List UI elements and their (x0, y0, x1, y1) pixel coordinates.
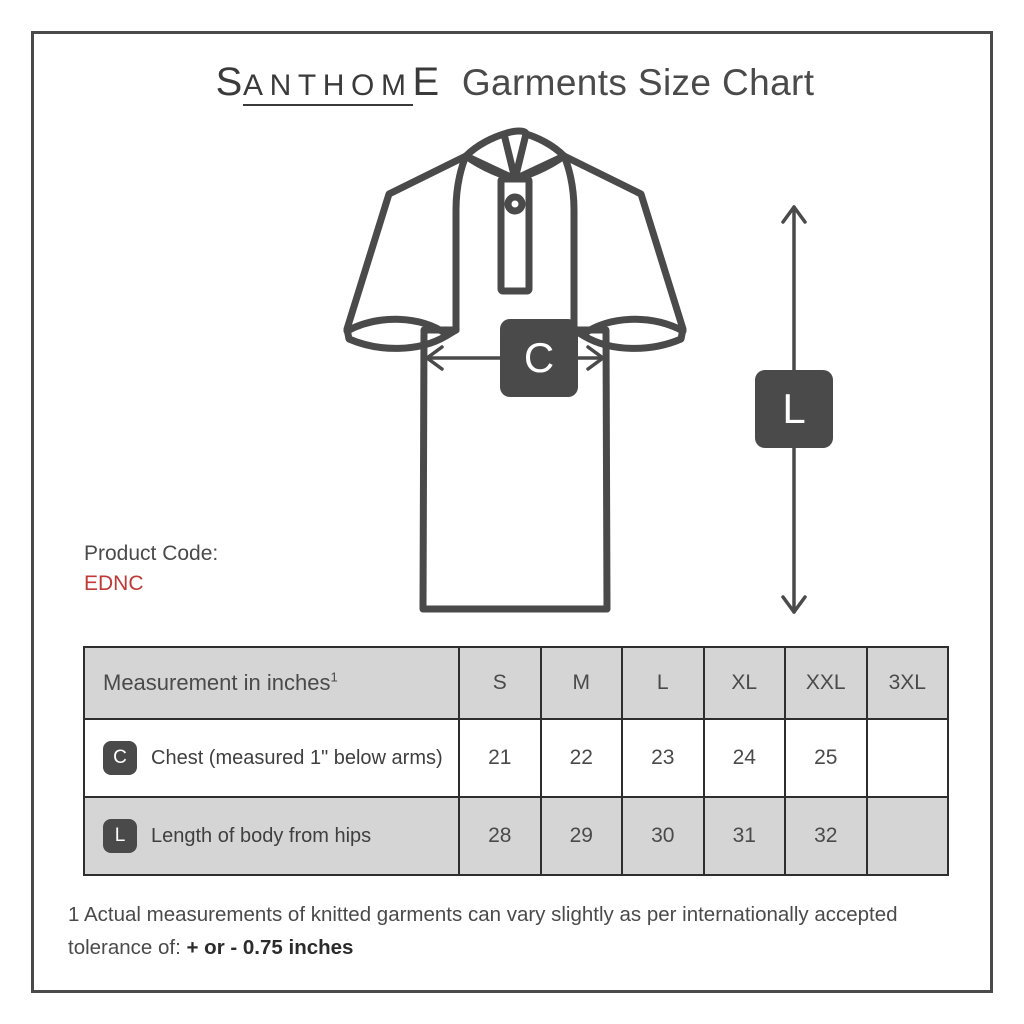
left-sleeve-shape (343, 152, 470, 352)
collar-band (500, 127, 530, 138)
right-cuff (580, 315, 687, 338)
length-value-m: 29 (539, 796, 623, 876)
chest-row-badge: C (103, 741, 137, 775)
length-row-badge: L (103, 819, 137, 853)
length-value-3xl (865, 796, 949, 876)
measurement-header-label: Measurement in inches (103, 670, 331, 696)
santhome-logo: SANTHOME (215, 60, 440, 106)
logo-middle-letters: ANTHOM (242, 69, 413, 106)
size-header-xl: XL (702, 646, 786, 720)
footnote-text: 1 Actual measurements of knitted garment… (68, 903, 898, 959)
length-value-xxl: 32 (784, 796, 868, 876)
right-sleeve-shape (560, 152, 687, 352)
chest-value-xl: 24 (702, 718, 786, 798)
measurement-header-footnote-marker: 1 (330, 669, 338, 685)
right-shoulder (511, 152, 568, 183)
product-code-block: Product Code: EDNC (84, 539, 218, 600)
footnote-tolerance: + or - 0.75 inches (186, 935, 354, 959)
page-header: SANTHOME Garments Size Chart (34, 60, 996, 106)
length-value-xl: 31 (702, 796, 786, 876)
left-body-top (452, 152, 470, 334)
size-table-body: C Chest (measured 1" below arms) 21 22 2… (83, 718, 949, 876)
chest-value-xxl: 25 (784, 718, 868, 798)
length-value-l: 30 (621, 796, 705, 876)
length-row-text: Length of body from hips (151, 824, 372, 847)
left-cuff (343, 315, 450, 338)
chest-row-label-cell: C Chest (measured 1" below arms) (83, 718, 460, 798)
footnote: 1 Actual measurements of knitted garment… (68, 899, 958, 965)
product-code-value: EDNC (84, 572, 144, 596)
chest-badge: C (500, 319, 578, 397)
table-row: L Length of body from hips 28 29 30 31 3… (83, 796, 949, 876)
chest-value-l: 23 (621, 718, 705, 798)
length-badge: L (755, 370, 833, 448)
left-shoulder (462, 152, 519, 183)
size-header-xxl: XXL (784, 646, 868, 720)
chart-frame: SANTHOME Garments Size Chart (31, 31, 993, 993)
chest-row-text: Chest (measured 1" below arms) (151, 746, 443, 769)
collar-right-wing (511, 130, 568, 183)
length-row-label: L Length of body from hips (103, 819, 458, 853)
table-header-row: Measurement in inches1 S M L XL XXL 3XL (83, 646, 949, 720)
size-header-m: M (539, 646, 623, 720)
size-header-3xl: 3XL (865, 646, 949, 720)
logo-tail-letter: E (412, 60, 440, 104)
chest-value-3xl (865, 718, 949, 798)
logo-lead-letter: S (215, 60, 243, 104)
product-code-label: Product Code: (84, 542, 219, 565)
length-value-s: 28 (458, 796, 542, 876)
measurement-header-text: Measurement in inches1 (103, 670, 338, 695)
size-table: Measurement in inches1 S M L XL XXL 3XL … (83, 646, 949, 876)
length-row-label-cell: L Length of body from hips (83, 796, 460, 876)
size-header-s: S (458, 646, 542, 720)
size-header-l: L (621, 646, 705, 720)
table-row: C Chest (measured 1" below arms) 21 22 2… (83, 718, 949, 798)
collar-left-wing (462, 130, 519, 183)
chest-value-m: 22 (539, 718, 623, 798)
size-table-head: Measurement in inches1 S M L XL XXL 3XL (83, 646, 949, 720)
right-body-top (560, 152, 578, 334)
page-title: Garments Size Chart (461, 62, 815, 103)
placket (497, 175, 533, 295)
chest-value-s: 21 (458, 718, 542, 798)
chest-row-label: C Chest (measured 1" below arms) (103, 741, 458, 775)
placket-button (504, 193, 526, 215)
measurement-header-cell: Measurement in inches1 (83, 646, 460, 720)
